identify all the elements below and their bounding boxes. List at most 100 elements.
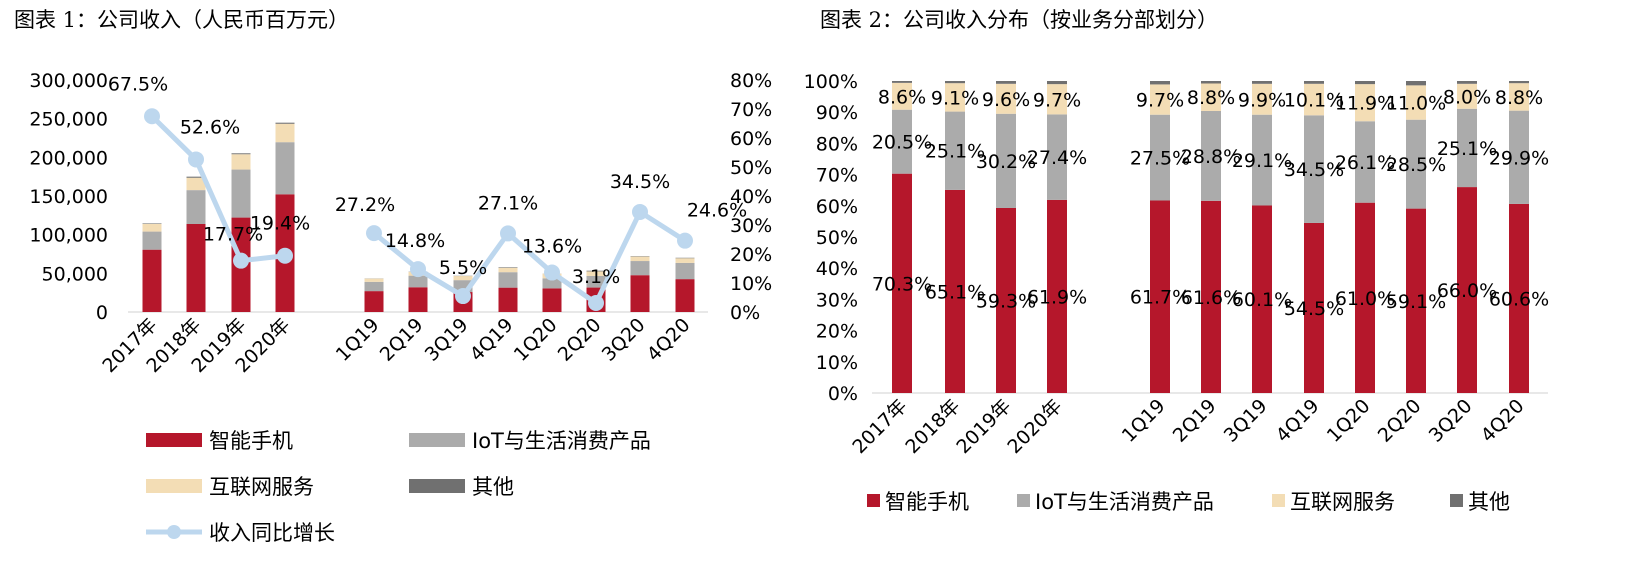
x-tick-label: 3Q19	[421, 314, 473, 366]
bar-segment	[1150, 84, 1170, 115]
bar-segment	[892, 173, 912, 393]
growth-label: 24.6%	[687, 200, 747, 222]
bar-segment	[1509, 81, 1529, 84]
bar-segment	[1304, 115, 1324, 223]
bar-segment	[231, 153, 251, 155]
segment-label: 60.6%	[1489, 288, 1549, 310]
bar-segment	[186, 223, 206, 312]
bar-segment	[675, 258, 695, 263]
growth-label: 17.7%	[203, 224, 263, 246]
bar-segment	[364, 278, 384, 282]
bar-segment	[675, 262, 695, 280]
x-tick-label: 2019年	[952, 395, 1015, 458]
y-tick-label: 0%	[828, 383, 858, 405]
x-tick-label: 1Q19	[332, 314, 384, 366]
bar-segment	[1406, 85, 1426, 120]
segment-label: 8.6%	[878, 86, 926, 108]
y-tick-label: 100%	[804, 71, 858, 93]
bar-segment	[186, 176, 206, 178]
growth-point	[677, 232, 693, 249]
segment-label: 9.6%	[982, 89, 1030, 111]
y-tick-label: 80%	[816, 133, 858, 155]
bar-segment	[275, 123, 295, 143]
bar-segment	[1457, 83, 1477, 109]
bar-segment	[945, 111, 965, 190]
legend-swatch	[146, 479, 202, 493]
segment-label: 28.5%	[1386, 154, 1446, 176]
bar-segment	[364, 291, 384, 312]
growth-point	[500, 225, 516, 242]
bar-segment	[586, 271, 606, 276]
bar-segment	[1509, 110, 1529, 204]
bar-segment	[1304, 222, 1324, 393]
bar-segment	[630, 261, 650, 276]
bar-segment	[630, 275, 650, 312]
y-tick-label: 60%	[816, 196, 858, 218]
legend-label: 互联网服务	[1290, 490, 1395, 514]
x-tick-label: 4Q20	[643, 314, 695, 366]
bar-segment	[408, 287, 428, 312]
bar-segment	[142, 223, 162, 232]
bar-segment	[498, 287, 518, 312]
bar-segment	[498, 267, 518, 273]
bar-segment	[586, 275, 606, 288]
segment-label: 61.9%	[1027, 286, 1087, 308]
bar-segment	[1047, 199, 1067, 393]
growth-point	[233, 252, 249, 269]
bar-segment	[630, 256, 650, 262]
bar-segment	[1406, 208, 1426, 393]
bar-segment	[945, 81, 965, 84]
segment-label: 29.1%	[1232, 150, 1292, 172]
bar-segment	[275, 142, 295, 195]
growth-label: 5.5%	[439, 257, 487, 279]
growth-point	[455, 288, 471, 305]
segment-label: 9.7%	[1136, 90, 1184, 112]
bar-segment	[1252, 205, 1272, 393]
y-left-tick-label: 50,000	[42, 263, 108, 285]
y-tick-label: 50%	[816, 227, 858, 249]
y-tick-label: 90%	[816, 102, 858, 124]
bar-segment	[1201, 81, 1221, 84]
y-right-tick-label: 30%	[730, 215, 772, 237]
y-tick-label: 70%	[816, 165, 858, 187]
bar-segment	[364, 281, 384, 292]
legend-swatch	[1017, 494, 1030, 507]
bar-segment	[142, 231, 162, 250]
segment-label: 34.5%	[1284, 159, 1344, 181]
growth-point	[632, 203, 648, 220]
x-tick-label: 2018年	[901, 395, 964, 458]
growth-label: 13.6%	[522, 236, 582, 258]
bar-segment	[1355, 81, 1375, 85]
growth-label: 67.5%	[108, 73, 168, 95]
bar-segment	[186, 190, 206, 224]
segment-label: 28.8%	[1181, 146, 1241, 168]
x-tick-label: 1Q20	[1323, 395, 1375, 447]
bar-segment	[1304, 81, 1324, 84]
segment-label: 8.8%	[1187, 87, 1235, 109]
y-right-tick-label: 80%	[730, 70, 772, 92]
growth-label: 27.1%	[478, 192, 538, 214]
y-tick-label: 10%	[816, 352, 858, 374]
x-tick-label: 3Q19	[1220, 395, 1272, 447]
bar-segment	[586, 270, 606, 272]
growth-label: 52.6%	[180, 116, 240, 138]
y-tick-label: 40%	[816, 258, 858, 280]
segment-label: 61.0%	[1335, 288, 1395, 310]
y-right-tick-label: 70%	[730, 99, 772, 121]
segment-label: 25.1%	[925, 141, 985, 163]
segment-label: 11.9%	[1335, 93, 1395, 115]
y-right-tick-label: 10%	[730, 273, 772, 295]
bar-segment	[892, 82, 912, 110]
segment-label: 9.7%	[1033, 89, 1081, 111]
y-left-tick-label: 100,000	[29, 225, 108, 247]
growth-point	[277, 247, 293, 264]
bar-segment	[1047, 81, 1067, 85]
bar-segment	[1047, 84, 1067, 115]
segment-label: 61.7%	[1130, 287, 1190, 309]
bar-segment	[996, 81, 1016, 84]
bar-segment	[1355, 202, 1375, 393]
bar-segment	[1304, 83, 1324, 116]
bar-segment	[408, 275, 428, 288]
y-right-tick-label: 40%	[730, 186, 772, 208]
